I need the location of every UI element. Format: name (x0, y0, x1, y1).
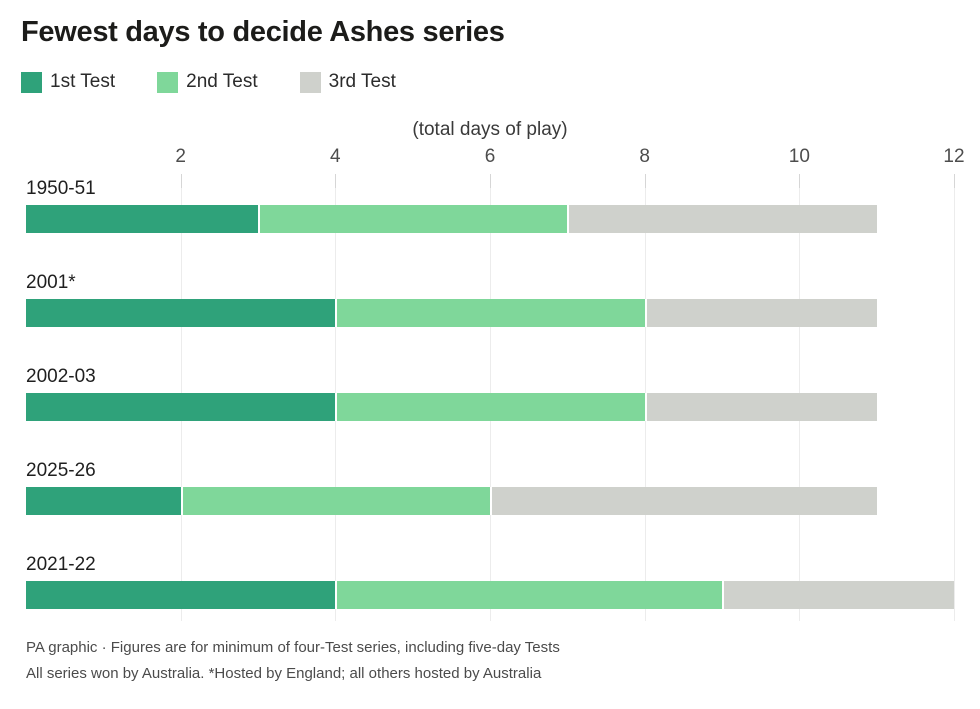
chart-title: Fewest days to decide Ashes series (21, 16, 505, 48)
legend: 1st Test 2nd Test 3rd Test (21, 71, 954, 93)
bar-segment-1st-test (26, 299, 336, 327)
legend-swatch-3rd-test (299, 71, 321, 93)
category-label: 2001* (26, 272, 76, 293)
bar-track (26, 487, 954, 515)
bar-segment-3rd-test (644, 393, 877, 421)
tick-mark (954, 174, 955, 188)
tick-mark (490, 174, 491, 188)
bar-row: 2002-03 (26, 366, 954, 421)
category-label: 2021-22 (26, 554, 96, 575)
legend-swatch-2nd-test (157, 71, 179, 93)
bar-segment-1st-test (26, 205, 258, 233)
x-tick-label: 2 (175, 146, 186, 167)
bar-row: 1950-51 (26, 178, 954, 233)
tick-mark (644, 174, 646, 188)
legend-label: 3rd Test (328, 71, 396, 92)
bar-segment-1st-test (26, 393, 336, 421)
footer: PA graphic · Figures are for minimum of … (26, 635, 954, 687)
bar-row: 2001* (26, 272, 954, 327)
bar-segment-2nd-test (335, 299, 645, 327)
bar-segment-1st-test (26, 581, 336, 609)
bar-segment-3rd-test (644, 299, 877, 327)
bar-segment-2nd-test (258, 205, 568, 233)
bar-row: 2025-26 (26, 460, 954, 515)
bar-segment-2nd-test (180, 487, 490, 515)
footnote: All series won by Australia. *Hosted by … (26, 665, 542, 682)
plot-area: 1950-51 2001* 2002-03 2025-26 2021-22 (26, 174, 955, 621)
x-axis-tick-labels: 2 4 6 8 10 12 (26, 146, 964, 170)
x-tick-label: 12 (943, 146, 965, 167)
legend-swatch-1st-test (21, 71, 42, 93)
bar-segment-1st-test (26, 487, 181, 515)
tick-mark (335, 174, 337, 188)
tick-mark (180, 174, 182, 188)
bar-track (26, 581, 954, 609)
legend-item-2nd-test: 2nd Test (157, 71, 258, 93)
legend-label: 1st Test (50, 71, 116, 92)
x-tick-label: 6 (484, 146, 496, 167)
category-label: 2025-26 (26, 460, 96, 481)
bar-segment-2nd-test (335, 393, 645, 421)
bar-segment-3rd-test (567, 205, 877, 233)
gridline (954, 174, 955, 621)
tick-mark (799, 174, 801, 188)
legend-item-1st-test: 1st Test (21, 71, 115, 93)
x-tick-label: 4 (330, 146, 341, 167)
bar-track (26, 205, 954, 233)
bar-segment-2nd-test (335, 581, 722, 609)
bar-segment-3rd-test (721, 581, 954, 609)
category-label: 1950-51 (26, 178, 96, 199)
legend-item-3rd-test: 3rd Test (299, 71, 396, 93)
legend-label: 2nd Test (186, 71, 258, 92)
bar-track (26, 393, 954, 421)
source-note: PA graphic · Figures are for minimum of … (26, 639, 560, 656)
x-tick-label: 10 (788, 146, 810, 167)
x-tick-label: 8 (639, 146, 650, 167)
bar-row: 2021-22 (26, 554, 954, 609)
bar-segment-3rd-test (489, 487, 877, 515)
category-label: 2002-03 (26, 366, 96, 387)
x-axis-title: (total days of play) (412, 119, 568, 140)
bar-track (26, 299, 954, 327)
